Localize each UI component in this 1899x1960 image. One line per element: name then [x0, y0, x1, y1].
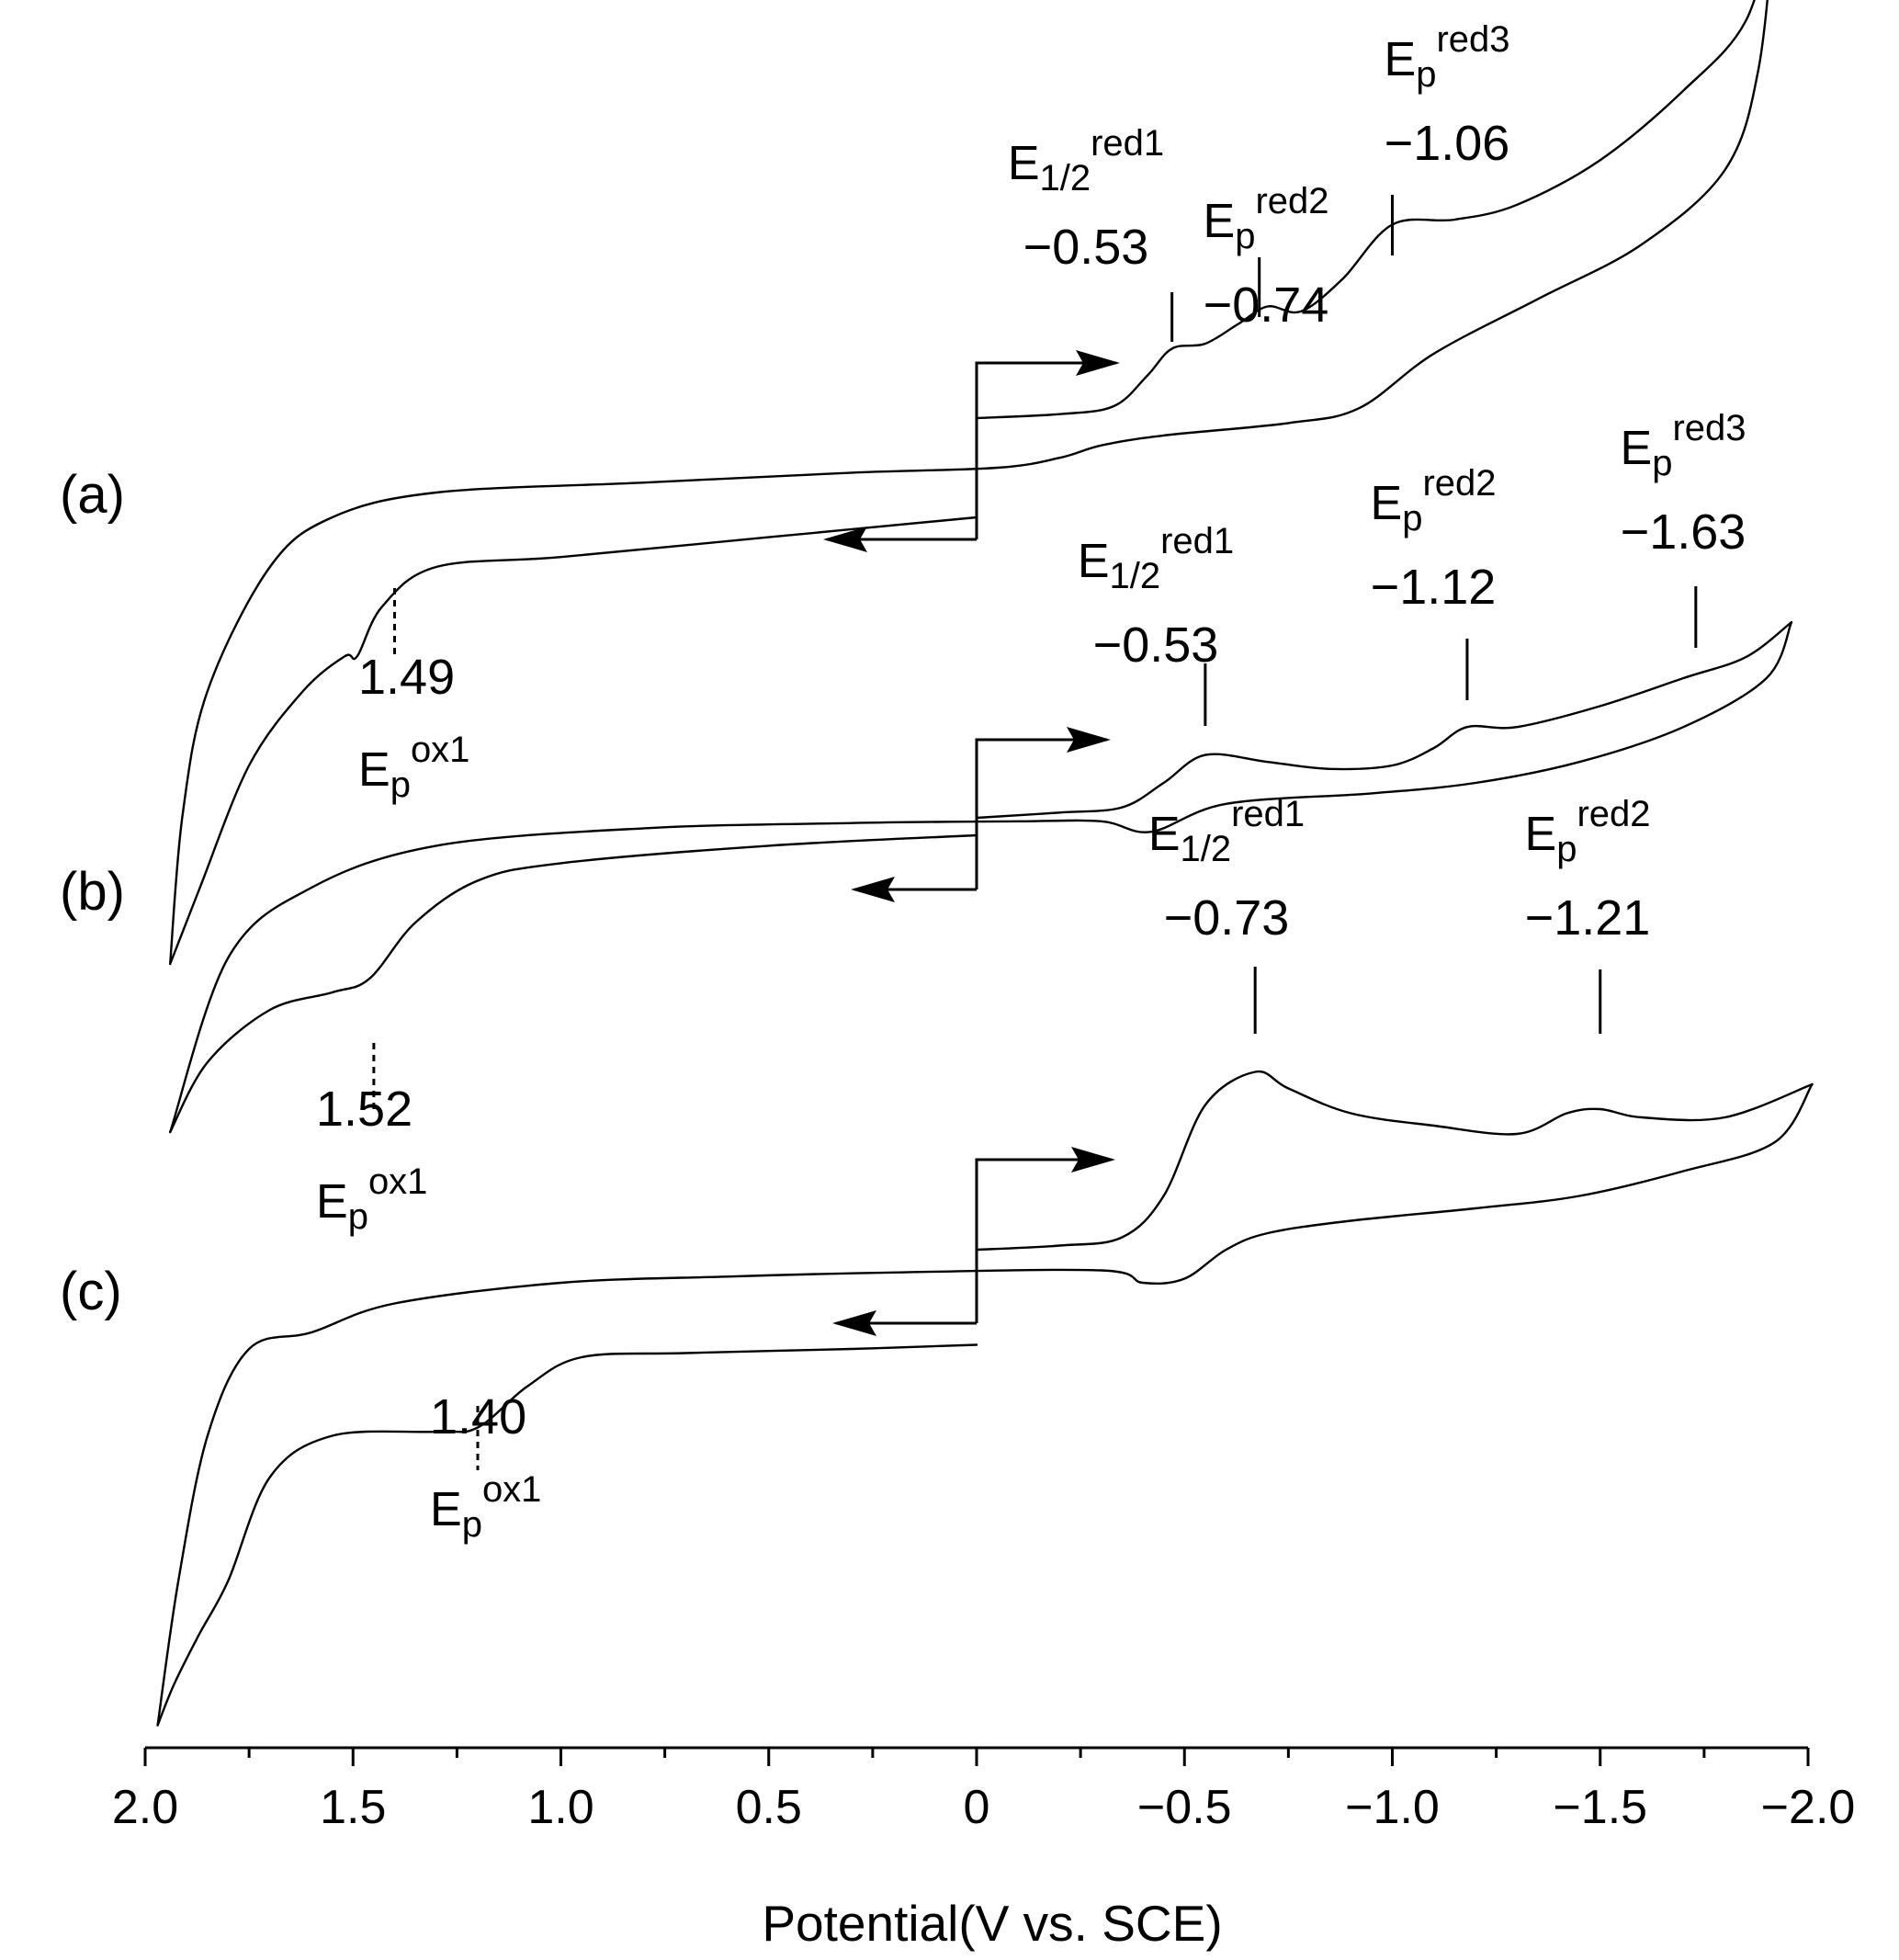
arrowhead-a-right — [1076, 350, 1120, 376]
peak-value-b-red3: −1.63 — [1621, 504, 1746, 560]
peak-value-a-red3: −1.06 — [1385, 116, 1510, 171]
arrowhead-b-left — [851, 877, 895, 902]
peak-value-c-ox1: 1.40 — [430, 1389, 526, 1445]
arrowhead-a-left — [823, 527, 867, 552]
peak-label-b-red1: E1/2red1 — [1078, 521, 1234, 596]
peak-label-c-red1: E1/2red1 — [1148, 794, 1305, 869]
arrowhead-b-right — [1067, 727, 1111, 753]
cv-curves — [156, 0, 1814, 1727]
x-tick-label: 2.0 — [112, 1781, 178, 1834]
peak-label-a-red1: E1/2red1 — [1008, 123, 1164, 198]
peak-label-c-red2: Epred2 — [1525, 794, 1651, 869]
x-axis-label: Potential(V vs. SCE) — [762, 1895, 1222, 1952]
peak-label-a-red3: Epred3 — [1385, 19, 1510, 95]
peak-value-b-red1: −0.53 — [1093, 617, 1219, 673]
peak-label-a-red2: Epred2 — [1204, 181, 1329, 256]
sweep-arrow-a-forward — [975, 361, 1116, 539]
x-tick-label: 1.5 — [320, 1781, 386, 1834]
peak-value-b-ox1: 1.52 — [316, 1082, 413, 1137]
arrowhead-c-right — [1071, 1147, 1115, 1173]
sweep-arrows — [823, 350, 1120, 1336]
peak-value-a-ox1: 1.49 — [358, 650, 455, 705]
peak-label-c-ox1: Epox1 — [430, 1469, 541, 1545]
cv-b-forward-branch — [975, 621, 1793, 820]
x-tick-label: −2.0 — [1761, 1781, 1856, 1834]
x-tick-label: 0.5 — [736, 1781, 802, 1834]
peak-label-b-ox1: Epox1 — [316, 1161, 427, 1237]
panel-label-c: (c) — [60, 1262, 122, 1321]
cv-a-forward-branch — [975, 0, 1756, 420]
x-tick-label: 0 — [964, 1781, 990, 1834]
panel-labels: (a) (b) (c) — [60, 465, 125, 1321]
panel-label-a: (a) — [60, 465, 125, 525]
cv-a-return-branch — [169, 515, 978, 966]
x-axis: 2.0 1.5 1.0 0.5 0 −0.5 −1.0 −1.5 −2.0 — [112, 1746, 1856, 1834]
x-tick-label: −0.5 — [1137, 1781, 1232, 1834]
peak-markers — [372, 195, 1698, 1470]
peak-value-c-red1: −0.73 — [1164, 890, 1290, 946]
arrowhead-c-left — [832, 1310, 876, 1336]
cv-b-return-branch — [169, 833, 978, 1134]
cv-c-forward-branch — [975, 1070, 1814, 1252]
cv-a-reverse-branch — [169, 0, 1769, 966]
peak-label-b-red3: Epred3 — [1621, 408, 1746, 483]
peak-label-a-ox1: Epox1 — [358, 730, 469, 805]
cv-c-reverse-branch — [156, 1082, 1814, 1727]
peak-value-a-red2: −0.74 — [1204, 278, 1329, 333]
peak-value-a-red1: −0.53 — [1023, 220, 1149, 275]
sweep-arrow-b-forward — [975, 738, 1107, 889]
x-tick-label: −1.5 — [1553, 1781, 1647, 1834]
peak-annotations: E1/2red1 −0.53 Epred2 −0.74 Epred3 −1.06 Epox1… — [316, 19, 1746, 1545]
sweep-arrow-c-forward — [975, 1158, 1112, 1323]
peak-value-c-red2: −1.21 — [1525, 890, 1651, 946]
panel-label-b: (b) — [60, 862, 125, 922]
peak-label-b-red2: Epred2 — [1371, 463, 1497, 538]
cv-c-return-branch — [156, 1343, 978, 1727]
peak-value-b-red2: −1.12 — [1371, 560, 1497, 615]
x-tick-label: 1.0 — [527, 1781, 593, 1834]
cv-b-reverse-branch — [169, 621, 1793, 1134]
x-tick-label: −1.0 — [1345, 1781, 1440, 1834]
